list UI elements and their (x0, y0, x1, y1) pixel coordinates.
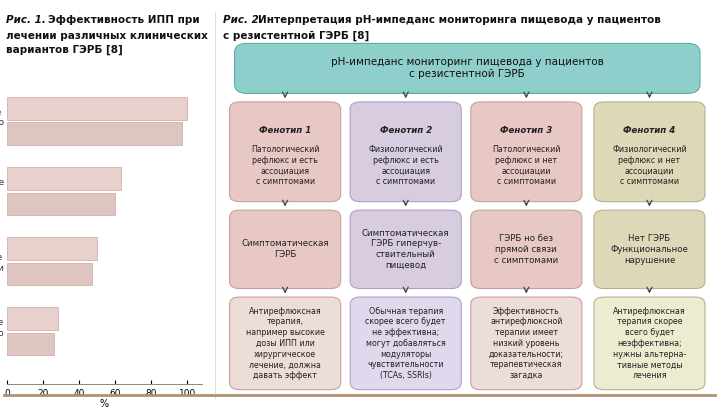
Text: лечении различных клинических: лечении различных клинических (6, 31, 207, 41)
Text: Фенотип 3: Фенотип 3 (500, 126, 552, 135)
Text: Фенотип 2: Фенотип 2 (379, 126, 432, 135)
Bar (7, 237, 97, 260)
Text: Фенотип 4: Фенотип 4 (624, 126, 675, 135)
Bar (7, 333, 54, 355)
FancyBboxPatch shape (594, 102, 705, 202)
X-axis label: %: % (100, 399, 109, 409)
Bar (7, 193, 115, 215)
Text: рН-импеданс мониторинг пищевода у пациентов
с резистентной ГЭРБ: рН-импеданс мониторинг пищевода у пациен… (331, 57, 603, 79)
Bar (7, 308, 58, 330)
Text: Нет ГЭРБ
Функциональное
нарушение: Нет ГЭРБ Функциональное нарушение (611, 234, 688, 265)
Text: Симптоматическая
ГЭРБ: Симптоматическая ГЭРБ (241, 239, 329, 259)
Text: Интерпретация рН-импеданс мониторинга пищевода у пациентов: Интерпретация рН-импеданс мониторинга пи… (258, 15, 661, 25)
Text: Патологический
рефлюкс и нет
ассоциации
с симптомами: Патологический рефлюкс и нет ассоциации … (492, 145, 561, 186)
Text: вариантов ГЭРБ [8]: вариантов ГЭРБ [8] (6, 45, 122, 55)
Text: Антирефлюксная
терапия скорее
всего будет
неэффективна;
нужны альтерна-
тивные м: Антирефлюксная терапия скорее всего буде… (613, 307, 686, 380)
FancyBboxPatch shape (594, 297, 705, 390)
Text: Симптоматическая
ГЭРБ гиперчув-
ствительный
пищевод: Симптоматическая ГЭРБ гиперчув- ствитель… (362, 229, 449, 270)
Text: ГЭРБ но без
прямой связи
с симптомами: ГЭРБ но без прямой связи с симптомами (494, 234, 559, 265)
FancyBboxPatch shape (471, 102, 582, 202)
Text: Физиологический
рефлюкс и есть
ассоциация
с симптомами: Физиологический рефлюкс и есть ассоциаци… (369, 145, 443, 186)
Text: с резистентной ГЭРБ [8]: с резистентной ГЭРБ [8] (223, 31, 369, 42)
FancyBboxPatch shape (350, 102, 462, 202)
Text: Обычная терапия
скорее всего будет
не эффективна;
могут добавляться
модуляторы
ч: Обычная терапия скорее всего будет не эф… (366, 307, 446, 380)
FancyBboxPatch shape (350, 210, 462, 288)
FancyBboxPatch shape (471, 297, 582, 390)
FancyBboxPatch shape (350, 297, 462, 390)
Bar (7, 263, 92, 285)
Text: Физиологический
рефлюкс и нет
ассоциации
с симптомами: Физиологический рефлюкс и нет ассоциации… (612, 145, 687, 186)
Text: Фенотип 1: Фенотип 1 (259, 126, 311, 135)
FancyBboxPatch shape (230, 297, 341, 390)
Text: Патологический
рефлюкс и есть
ассоциация
с симптомами: Патологический рефлюкс и есть ассоциация… (251, 145, 320, 186)
Bar (7, 167, 121, 190)
Text: Эффективность ИПП при: Эффективность ИПП при (48, 15, 199, 25)
Text: Рис. 1.: Рис. 1. (6, 15, 45, 25)
FancyBboxPatch shape (235, 44, 700, 93)
FancyBboxPatch shape (230, 102, 341, 202)
Text: Рис. 2.: Рис. 2. (223, 15, 263, 25)
FancyBboxPatch shape (471, 210, 582, 288)
Text: Антирефлюксная
терапия,
например высокие
дозы ИПП или
хирургическое
лечение, дол: Антирефлюксная терапия, например высокие… (246, 307, 325, 380)
FancyBboxPatch shape (594, 210, 705, 288)
FancyBboxPatch shape (230, 210, 341, 288)
Text: Эффективность
антирефлюксной
терапии имеет
низкий уровень
доказательности;
терап: Эффективность антирефлюксной терапии име… (489, 307, 564, 380)
Bar (7, 122, 181, 145)
Bar (7, 97, 187, 120)
